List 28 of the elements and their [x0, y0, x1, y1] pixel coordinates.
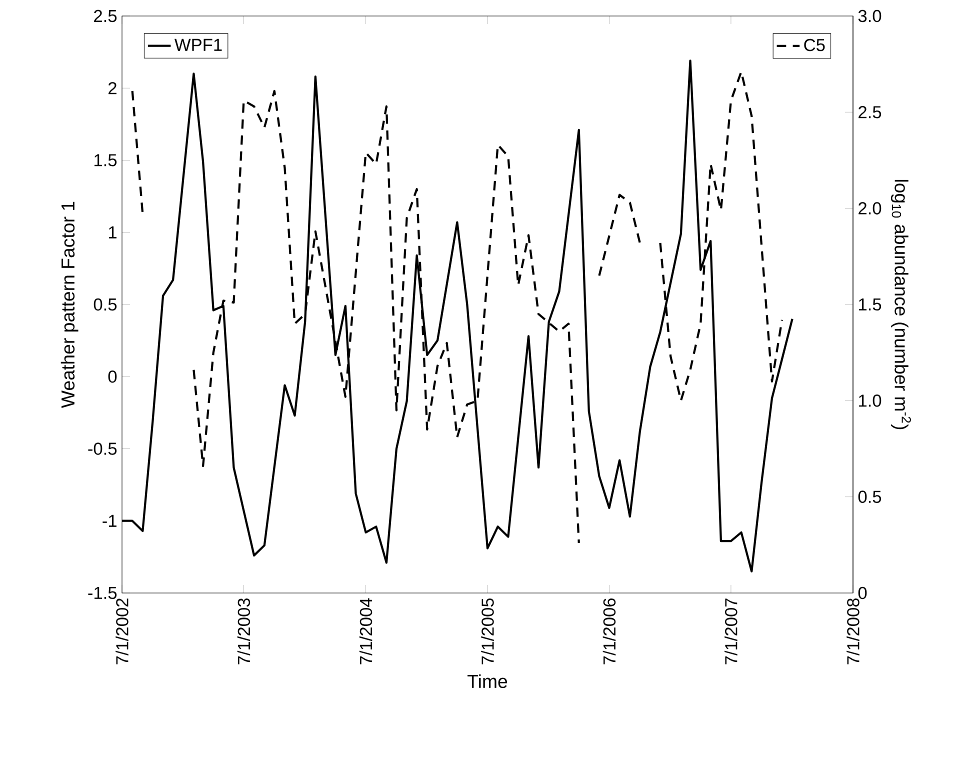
x-tick-label: 7/1/2007	[724, 598, 738, 664]
y2-tick-label: 3.0	[858, 10, 882, 22]
y-tick-label: -1	[102, 514, 116, 527]
y-tick-label: 2.5	[94, 10, 117, 22]
x-tick-label: 7/1/2005	[481, 598, 494, 664]
x-axis-title: Time	[468, 674, 508, 688]
x-tick-label: 7/1/2004	[359, 598, 372, 664]
legend-label: C5	[804, 38, 825, 52]
y-tick-label: 2	[108, 82, 116, 94]
y-tick-label: 0.5	[94, 298, 117, 311]
y2-tick-label: 0	[858, 586, 867, 600]
x-tick-label: 7/1/2002	[116, 598, 128, 664]
y-tick-label: -0.5	[88, 442, 117, 455]
y2-tick-label: 2.0	[858, 202, 882, 214]
y2-tick-label: 2.5	[858, 106, 882, 118]
y2-axis-title: log$_{10}$ abundance (number m$^{-2}$)	[890, 180, 911, 430]
y-tick-label: -1.5	[88, 586, 117, 600]
y-axis-title: Weather pattern Factor 1	[60, 202, 78, 408]
y-tick-label: 1	[108, 226, 116, 238]
y2-tick-label: 1.0	[859, 394, 882, 407]
legend-label: WPF1	[174, 38, 222, 51]
x-tick-label: 7/1/2003	[237, 598, 250, 664]
x-tick-label: 7/1/2006	[602, 598, 616, 664]
y2-tick-label: 0.5	[858, 490, 882, 503]
y-tick-label: 1.5	[94, 154, 117, 166]
y2-tick-label: 1.5	[859, 298, 882, 311]
y-tick-label: 0	[108, 370, 117, 383]
x-tick-label: 7/1/2008	[846, 598, 860, 664]
